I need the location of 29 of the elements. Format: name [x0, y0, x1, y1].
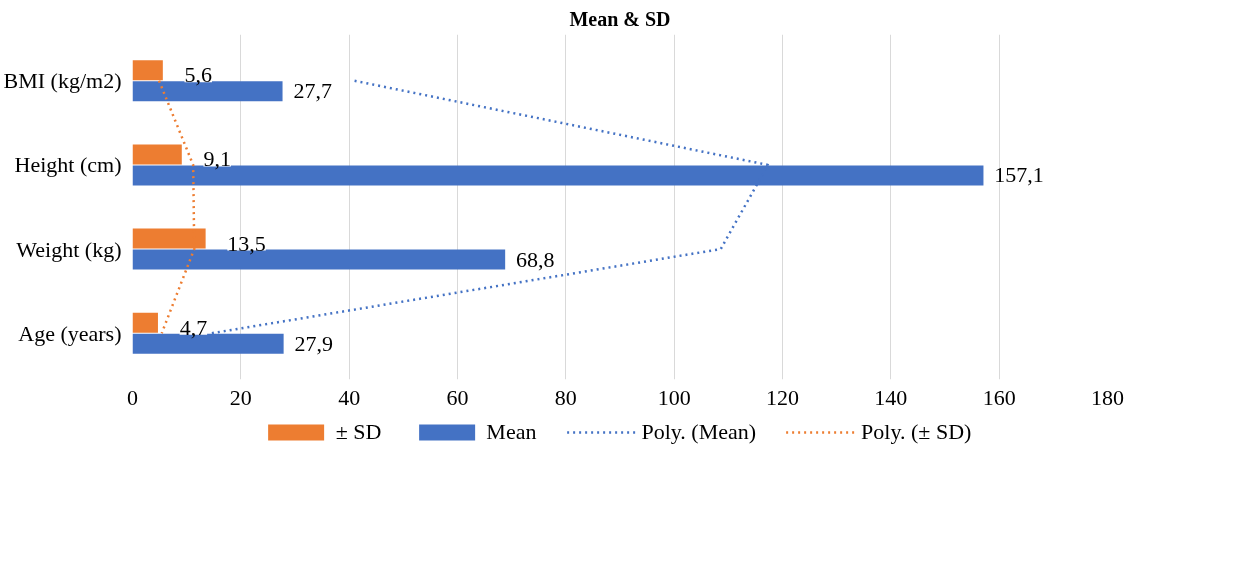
x-tick-label: 180: [1091, 384, 1124, 410]
data-label: 68,8: [516, 246, 555, 272]
y-tick-label: BMI (kg/m2): [3, 68, 122, 94]
legend-label: Poly. (Mean): [641, 419, 757, 445]
y-tick-label: Height (cm): [14, 152, 122, 178]
data-label: 9,1: [203, 146, 231, 172]
data-label: 157,1: [994, 162, 1044, 188]
legend-label: Mean: [486, 419, 537, 445]
data-label: 5,6: [184, 62, 212, 88]
data-label: 27,7: [293, 78, 332, 104]
data-label: 4,7: [179, 314, 208, 340]
data-label: 27,9: [294, 330, 333, 356]
x-tick-label: 100: [657, 384, 691, 410]
x-tick-label: 160: [982, 384, 1016, 410]
legend-label: ± SD: [335, 419, 382, 445]
chart-title: Mean & SD: [569, 7, 671, 30]
x-tick-label: 40: [338, 384, 361, 410]
x-tick-label: 140: [874, 384, 908, 410]
x-tick-label: 20: [229, 384, 252, 410]
bar: [132, 312, 158, 333]
legend-label: Poly. (± SD): [861, 419, 972, 445]
x-tick-label: 80: [554, 384, 577, 410]
y-tick-label: Age (years): [18, 320, 122, 346]
y-tick-label: Weight (kg): [16, 236, 122, 262]
x-tick-label: 0: [127, 384, 138, 410]
data-label: 13,5: [227, 230, 266, 256]
bar: [132, 144, 182, 165]
x-tick-label: 60: [446, 384, 469, 410]
x-tick-label: 120: [766, 384, 799, 410]
